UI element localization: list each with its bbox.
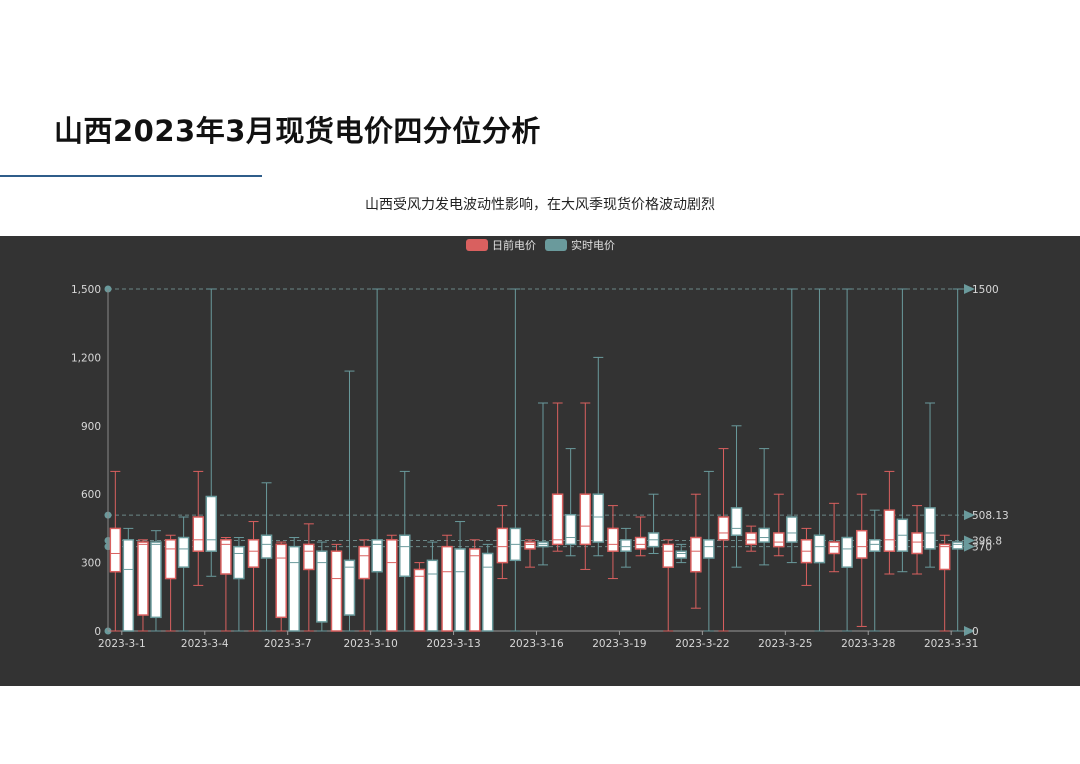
y-tick-label: 600 [81, 489, 101, 501]
chart-panel: 日前电价 实时电价 0 300 600 900 1,200 1,500 1500 508.13 39… [0, 236, 1080, 686]
box-real-time-day-8-body [316, 550, 328, 623]
x-tick-label: 2023-3-28 [841, 638, 895, 650]
box-real-time-day-5-body [233, 545, 245, 580]
box-day-ahead-day-12-body [413, 568, 426, 632]
x-tick-label: 2023-3-31 [924, 638, 978, 650]
markline-label: 0 [972, 626, 979, 638]
box-day-ahead-day-1-body [109, 527, 122, 573]
box-day-ahead-day-16-body [524, 541, 536, 550]
box-real-time-day-17-body [564, 513, 577, 546]
box-real-time-day-26-body [813, 534, 826, 564]
x-tick-label: 2023-3-10 [343, 638, 397, 650]
box-day-ahead-day-6-body [247, 539, 260, 568]
box-day-ahead-day-31-body [938, 543, 951, 571]
box-real-time-day-11-body [399, 534, 411, 578]
markline-label: 508.13 [972, 510, 1009, 522]
box-day-ahead-day-23-body [717, 516, 730, 541]
legend-swatch-real-time [545, 239, 567, 251]
x-tick-label: 2023-3-22 [675, 638, 729, 650]
box-day-ahead-day-25-body [773, 532, 785, 548]
markline-arrow-3 [964, 541, 975, 552]
box-real-time-day-23-body [730, 507, 743, 536]
box-day-ahead-day-24-body [745, 532, 757, 546]
x-tick-label: 2023-3-1 [98, 638, 146, 650]
box-day-ahead-day-17-body [551, 493, 564, 546]
box-real-time-day-12-body [426, 559, 439, 632]
x-tick-label: 2023-3-7 [264, 638, 312, 650]
box-day-ahead-day-28-body [855, 529, 868, 559]
box-real-time-day-6-body [260, 534, 273, 559]
legend-label-day-ahead: 日前电价 [492, 238, 536, 252]
box-day-ahead-day-27-body [828, 541, 840, 555]
box-real-time-day-27-body [841, 536, 853, 568]
y-tick-label: 0 [94, 626, 101, 638]
box-real-time-day-31-body [951, 541, 964, 550]
box-day-ahead-day-9-body [330, 550, 343, 632]
box-day-ahead-day-19-body [607, 527, 619, 552]
box-real-time-day-22-body [703, 539, 715, 559]
box-day-ahead-day-21-body [662, 543, 674, 568]
box-day-ahead-day-8-body [303, 543, 315, 571]
box-real-time-day-28-body [868, 539, 881, 552]
box-real-time-day-9-body [343, 559, 356, 616]
box-day-ahead-day-11-body [386, 539, 398, 632]
markline-label: 396.8 [972, 536, 1002, 548]
box-day-ahead-day-10-body [358, 545, 370, 580]
box-day-ahead-day-3-body [164, 539, 177, 580]
markline-arrow-0 [964, 284, 975, 294]
y-tick-label: 1,200 [71, 352, 101, 364]
box-day-ahead-day-5-body [220, 539, 232, 575]
box-day-ahead-day-4-body [192, 516, 205, 552]
markline-arrow-4 [964, 626, 975, 636]
page-subtitle: 山西受风力发电波动性影响，在大风季现货价格波动剧烈 [365, 197, 715, 213]
page-title: 山西2023年3月现货电价四分位分析 [54, 114, 541, 148]
box-real-time-day-10-body [371, 539, 383, 573]
box-real-time-day-2-body [150, 541, 162, 619]
legend-label-real-time: 实时电价 [571, 238, 615, 252]
box-day-ahead-day-20-body [634, 536, 647, 550]
box-real-time-day-19-body [620, 539, 632, 552]
y-tick-label: 900 [81, 421, 101, 433]
box-real-time-day-3-body [177, 536, 190, 568]
box-real-time-day-25-body [786, 516, 798, 543]
x-tick-label: 2023-3-25 [758, 638, 812, 650]
box-real-time-day-18-body [592, 493, 605, 543]
y-tick-label: 1,500 [71, 284, 101, 296]
box-day-ahead-day-7-body [275, 543, 287, 619]
box-day-ahead-day-15-body [496, 527, 509, 564]
box-real-time-day-30-body [924, 507, 936, 550]
box-day-ahead-day-14-body [468, 548, 481, 632]
box-day-ahead-day-22-body [690, 536, 702, 573]
markline-label: 370 [972, 542, 992, 554]
box-real-time-day-7-body [288, 545, 300, 632]
box-day-ahead-day-13-body [441, 545, 453, 632]
legend-swatch-day-ahead [466, 239, 488, 251]
x-tick-label: 2023-3-4 [181, 638, 229, 650]
box-day-ahead-day-2-body [137, 541, 149, 616]
box-real-time-day-24-body [758, 527, 770, 543]
box-real-time-day-14-body [481, 552, 494, 632]
markline-label: 1500 [972, 284, 999, 296]
box-day-ahead-day-30-body [911, 532, 923, 555]
box-real-time-day-1-body [122, 539, 135, 632]
title-underline [0, 175, 262, 177]
box-real-time-day-13-body [454, 548, 466, 632]
x-tick-label: 2023-3-19 [592, 638, 646, 650]
box-day-ahead-day-29-body [883, 509, 896, 552]
y-tick-label: 300 [81, 558, 101, 570]
boxplot-chart: 日前电价 实时电价 0 300 600 900 1,200 1,500 1500 508.13 39… [71, 238, 1009, 650]
box-real-time-day-21-body [675, 550, 687, 559]
box-day-ahead-day-18-body [579, 493, 592, 546]
x-tick-label: 2023-3-16 [509, 638, 564, 650]
x-tick-label: 2023-3-13 [426, 638, 480, 650]
markline-arrow-1 [964, 510, 975, 521]
box-real-time-day-4-body [205, 495, 218, 552]
